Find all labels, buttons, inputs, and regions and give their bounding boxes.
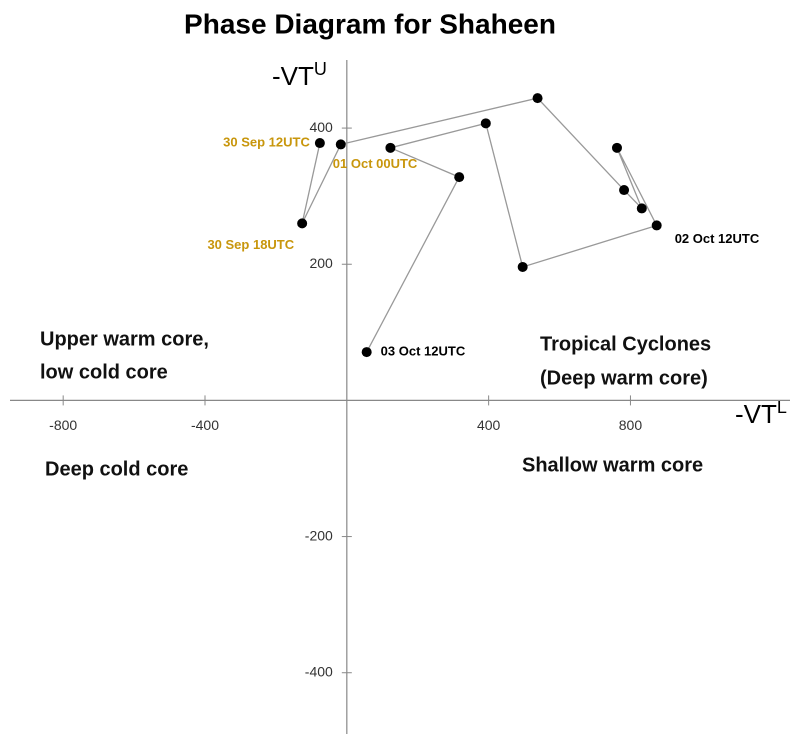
point-label: 03 Oct 12UTC xyxy=(381,344,466,359)
track-point xyxy=(385,142,396,153)
y-tick-label: -200 xyxy=(305,527,333,543)
track-point xyxy=(454,172,465,183)
x-tick-label: -400 xyxy=(191,417,219,433)
annotation: (Deep warm core) xyxy=(540,367,708,389)
y-tick-label: -400 xyxy=(305,663,333,679)
x-axis-label-sup: L xyxy=(777,397,787,417)
track-line xyxy=(301,97,658,353)
chart-title: Phase Diagram for Shaheen xyxy=(184,8,556,39)
x-tick-label: -800 xyxy=(49,417,77,433)
point-label: 02 Oct 12UTC xyxy=(675,231,760,246)
y-axis-label-sup: U xyxy=(314,59,327,79)
x-tick-label: 400 xyxy=(477,417,501,433)
track-point xyxy=(297,218,308,229)
point-label: 01 Oct 00UTC xyxy=(333,156,418,171)
y-axis-label: -VTU xyxy=(272,59,327,91)
track-point xyxy=(619,185,630,196)
y-tick-label: 200 xyxy=(309,255,333,271)
track-point xyxy=(480,118,491,129)
track-point xyxy=(636,203,647,214)
annotation: Upper warm core, xyxy=(40,328,209,350)
annotation: low cold core xyxy=(40,361,168,383)
point-label: 30 Sep 12UTC xyxy=(223,134,310,149)
point-label: 30 Sep 18UTC xyxy=(207,237,294,252)
track-point xyxy=(335,139,346,150)
track-point xyxy=(517,261,528,272)
track-point xyxy=(314,138,325,149)
track-point xyxy=(361,347,372,358)
annotation: Deep cold core xyxy=(45,458,188,480)
x-axis-label: -VTL xyxy=(735,397,787,429)
y-axis-label-text: -VT xyxy=(272,61,314,91)
x-tick-label: 800 xyxy=(619,417,643,433)
track-point xyxy=(651,220,662,231)
x-axis-label-text: -VT xyxy=(735,399,777,429)
annotation: Tropical Cyclones xyxy=(540,333,711,355)
annotation: Shallow warm core xyxy=(522,454,703,476)
y-tick-label: 400 xyxy=(309,119,333,135)
track-point xyxy=(532,93,543,104)
track-point xyxy=(611,142,622,153)
